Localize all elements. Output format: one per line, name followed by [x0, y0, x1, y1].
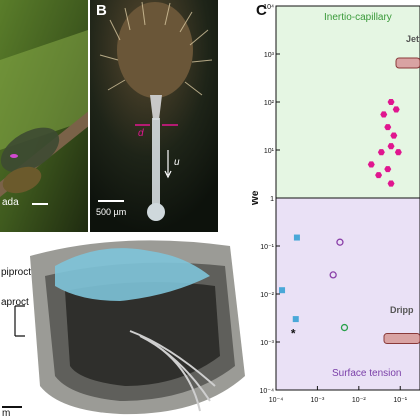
- jetting-tube-icon: [395, 57, 420, 69]
- data-point-hexagon: [390, 132, 398, 139]
- data-point-asterisk: *: [291, 327, 296, 341]
- panel-d-ct: piproct aproct m: [0, 236, 250, 420]
- data-point-square: [293, 234, 300, 241]
- x-tick-label: 10⁻⁴: [269, 397, 284, 404]
- region-top-label: Inertio-capillary: [324, 12, 392, 23]
- x-tick-label: 10⁻³: [311, 397, 325, 404]
- panel-a-photo: ada: [0, 0, 88, 232]
- data-point-hexagon: [384, 124, 392, 131]
- data-point-hexagon: [387, 143, 395, 150]
- region-surface-tension: [276, 198, 420, 390]
- region-inertio-capillary: [276, 6, 420, 198]
- data-point-hexagon: [387, 180, 395, 187]
- y-tick-label: 10⁻²: [260, 292, 274, 299]
- x-tick-label: 10⁻²: [352, 397, 366, 404]
- data-point-hexagon: [394, 149, 402, 156]
- y-tick-label: 10⁻¹: [260, 244, 274, 251]
- panel-a-image: [0, 0, 88, 232]
- annotation-dripping: Dripp: [390, 305, 414, 315]
- data-point-hexagon: [392, 106, 400, 113]
- data-point-hexagon: [375, 172, 383, 179]
- panel-c-letter: C: [256, 2, 267, 19]
- x-tick-label: 10⁻¹: [393, 397, 407, 404]
- y-tick-label: 10³: [264, 52, 275, 59]
- data-point-circle: [329, 271, 337, 279]
- panel-a-scale-label: ada: [2, 197, 19, 208]
- data-point-hexagon: [380, 111, 388, 118]
- data-point-hexagon: [384, 166, 392, 173]
- y-tick-label: 10⁴: [263, 4, 274, 11]
- data-point-hexagon: [377, 149, 385, 156]
- panel-b-d-label: d: [138, 128, 144, 139]
- annotation-jetting: Jett: [406, 34, 420, 44]
- dripping-tube-icon: [383, 333, 420, 345]
- panel-a-scale-bar: [32, 203, 48, 205]
- y-tick-label: 10²: [264, 100, 275, 107]
- y-tick-label: 10¹: [264, 148, 275, 155]
- panel-d-label-epiproct: piproct: [1, 267, 32, 278]
- y-axis-label: We: [252, 190, 261, 205]
- panel-b-u-label: u: [174, 157, 180, 168]
- data-point-square: [292, 316, 299, 323]
- region-bottom-label: Surface tension: [332, 368, 402, 379]
- data-point-square: [279, 287, 286, 294]
- data-point-hexagon: [367, 161, 375, 168]
- panel-d-label-paraproct: aproct: [1, 297, 29, 308]
- y-tick-label: 10⁻³: [260, 340, 274, 347]
- panel-b-image: [90, 0, 218, 232]
- data-point-hexagon: [387, 98, 395, 106]
- panel-b-scale-label: 500 µm: [96, 207, 127, 217]
- data-point-circle: [336, 238, 344, 246]
- panel-b-photo: B d u 500 µm: [90, 0, 218, 232]
- panel-d-image: [0, 236, 250, 420]
- y-tick-label: 10⁻⁴: [260, 388, 275, 395]
- data-point-circle: [340, 323, 349, 332]
- we-scatter-chart: 10⁴ 10³ 10² 10¹ 1 10⁻¹ 10⁻² 10⁻³ 10⁻⁴ 10⁻⁴ 10⁻³ 10⁻…: [252, 4, 420, 404]
- panel-b-letter: B: [96, 2, 107, 19]
- panel-c-chart: 10⁴ 10³ 10² 10¹ 1 10⁻¹ 10⁻² 10⁻³ 10⁻⁴ 10⁻⁴ 10⁻³ 10⁻…: [252, 0, 420, 420]
- panel-d-scale-label: m: [2, 408, 11, 419]
- y-tick-label: 1: [270, 196, 274, 203]
